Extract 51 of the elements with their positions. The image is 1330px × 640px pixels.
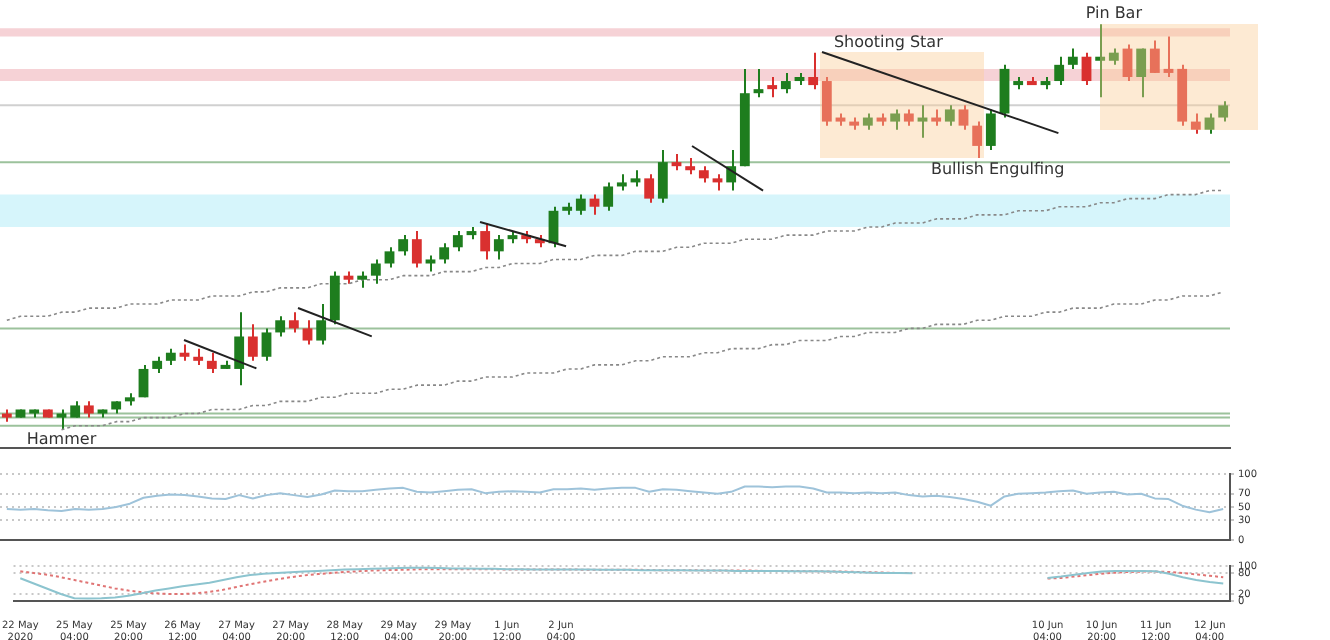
candlestick <box>1163 35 1174 78</box>
annotation: Bullish Engulfing <box>930 160 1065 179</box>
candlestick <box>138 363 149 399</box>
candlestick <box>411 230 422 269</box>
candlestick <box>589 193 600 216</box>
candlestick <box>1149 39 1160 74</box>
candlestick <box>1218 100 1229 123</box>
candlestick <box>493 234 504 261</box>
candlestick <box>1095 23 1106 99</box>
candlestick <box>917 104 928 139</box>
candlestick <box>329 270 340 326</box>
candlestick <box>575 193 586 216</box>
annotation: Shooting Star <box>833 32 945 51</box>
candlestick <box>302 319 313 346</box>
candlestick <box>657 148 668 204</box>
candlestick <box>821 75 832 127</box>
candlestick <box>480 221 491 261</box>
candlestick <box>1081 51 1092 87</box>
candlestick <box>890 108 901 131</box>
candlestick <box>1190 112 1201 135</box>
candlestick <box>234 311 245 387</box>
candlestick <box>972 120 983 160</box>
candlestick <box>288 311 299 334</box>
candlestick <box>1204 112 1215 135</box>
candlestick <box>767 75 778 99</box>
candlestick <box>1122 43 1133 83</box>
candlestick <box>808 51 819 91</box>
candlestick <box>999 63 1010 119</box>
text: Hammer <box>26 430 98 449</box>
candlestick <box>603 181 614 212</box>
candlestick <box>1054 55 1065 87</box>
candlestick <box>944 104 955 127</box>
candlestick <box>985 108 996 151</box>
candlestick <box>247 323 258 362</box>
candlestick <box>261 327 272 362</box>
candlestick <box>1136 47 1147 99</box>
text: Pin Bar <box>1085 4 1144 23</box>
candlestick <box>206 351 217 374</box>
candlestick <box>384 246 395 269</box>
candlestick <box>439 242 450 265</box>
candlestick <box>275 315 286 338</box>
candlestick <box>1067 47 1078 70</box>
candlestick <box>56 408 67 431</box>
candlestick <box>753 67 764 99</box>
candlestick <box>370 258 381 285</box>
candlestick <box>452 230 463 253</box>
candlestick <box>958 104 969 131</box>
candlestick <box>644 173 655 204</box>
candlestick <box>780 71 791 95</box>
candlestick <box>316 303 327 346</box>
candlestick <box>398 234 409 257</box>
